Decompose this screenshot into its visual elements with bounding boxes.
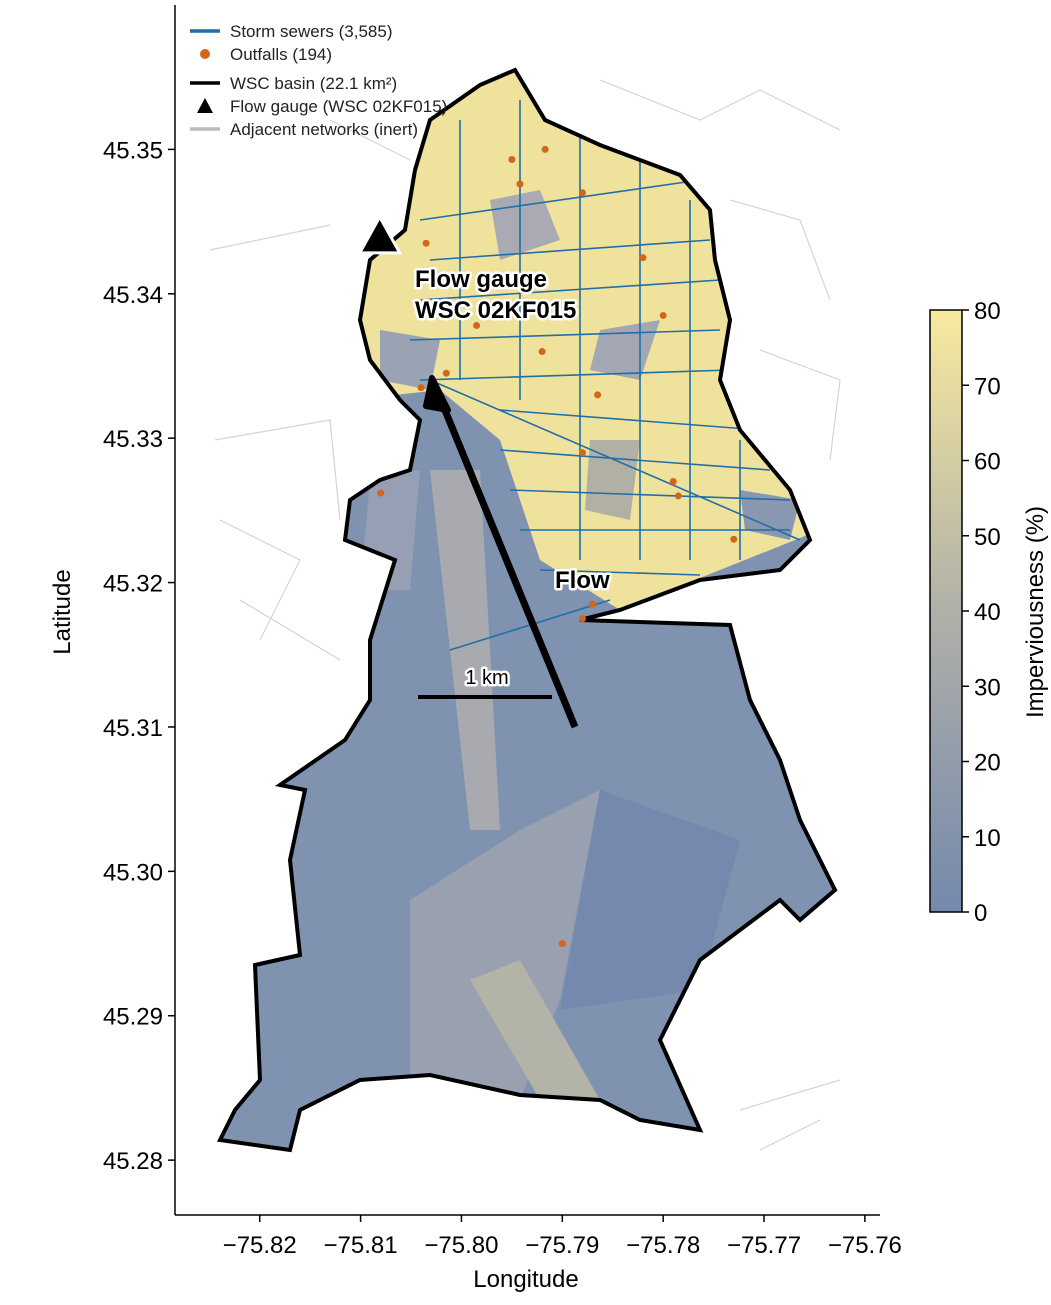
flow-arrow-head xyxy=(423,375,451,413)
y-axis-label: Latitude xyxy=(49,569,76,654)
legend-swatch xyxy=(197,98,213,113)
x-tick-label: −75.82 xyxy=(223,1232,297,1259)
outfall xyxy=(578,189,586,197)
outfall xyxy=(669,477,677,485)
outfall xyxy=(659,311,667,319)
x-axis-label: Longitude xyxy=(473,1266,578,1293)
gauge-label: WSC 02KF015 xyxy=(415,297,576,324)
legend-swatch xyxy=(200,49,210,59)
flow-arrow xyxy=(436,396,579,729)
outfall xyxy=(508,155,516,163)
y-tick-label: 45.30 xyxy=(103,859,163,886)
x-tick-label: −75.81 xyxy=(324,1232,398,1259)
y-tick-label: 45.35 xyxy=(103,137,163,164)
y-tick-label: 45.34 xyxy=(103,282,163,309)
outfall xyxy=(730,535,738,543)
legend-label: Storm sewers (3,585) xyxy=(230,22,393,41)
legend-label: Flow gauge (WSC 02KF015) xyxy=(230,97,447,116)
legend-label: Outfalls (194) xyxy=(230,45,332,64)
x-tick-label: −75.77 xyxy=(727,1232,801,1259)
y-tick-label: 45.31 xyxy=(103,715,163,742)
outfall xyxy=(558,940,566,948)
outfall xyxy=(417,384,425,392)
y-tick-label: 45.33 xyxy=(103,426,163,453)
outfall xyxy=(578,615,586,623)
x-tick-label: −75.80 xyxy=(424,1232,498,1259)
adjacent-networks xyxy=(209,79,841,1151)
outfall xyxy=(674,492,682,500)
outfall xyxy=(473,322,481,330)
colorbar-tick-label: 0 xyxy=(974,900,987,927)
outfall xyxy=(516,180,524,188)
flow-gauge xyxy=(357,213,403,255)
colorbar-tick-label: 60 xyxy=(974,449,1001,476)
y-tick-label: 45.32 xyxy=(103,571,163,598)
x-tick-label: −75.76 xyxy=(828,1232,902,1259)
gauge-label: Flow gauge xyxy=(415,266,547,293)
outfall xyxy=(578,449,586,457)
colorbar-tick-label: 40 xyxy=(974,599,1001,626)
flow-label: Flow xyxy=(555,567,610,594)
colorbar-label: Imperviousness (%) xyxy=(1022,506,1049,718)
outfall xyxy=(594,391,602,399)
storm-sewers xyxy=(409,100,801,651)
legend-label: Adjacent networks (inert) xyxy=(230,120,418,139)
colorbar-tick-label: 70 xyxy=(974,373,1001,400)
scale-label: 1 km xyxy=(465,667,508,689)
outfall xyxy=(589,600,597,608)
colorbar-tick-label: 10 xyxy=(974,825,1001,852)
colorbar-tick-label: 20 xyxy=(974,750,1001,777)
outfall xyxy=(538,348,546,356)
y-tick-label: 45.29 xyxy=(103,1004,163,1031)
y-tick-label: 45.28 xyxy=(103,1148,163,1175)
outfall xyxy=(639,254,647,262)
colorbar-tick-label: 30 xyxy=(974,674,1001,701)
outfall xyxy=(541,145,549,153)
x-tick-label: −75.78 xyxy=(626,1232,700,1259)
legend-label: WSC basin (22.1 km²) xyxy=(230,74,397,93)
x-tick-label: −75.79 xyxy=(525,1232,599,1259)
colorbar-tick-label: 50 xyxy=(974,524,1001,551)
outfall xyxy=(422,239,430,247)
colorbar xyxy=(929,309,963,913)
colorbar-tick-label: 80 xyxy=(974,298,1001,325)
outfall xyxy=(442,369,450,377)
outfall xyxy=(377,489,385,497)
